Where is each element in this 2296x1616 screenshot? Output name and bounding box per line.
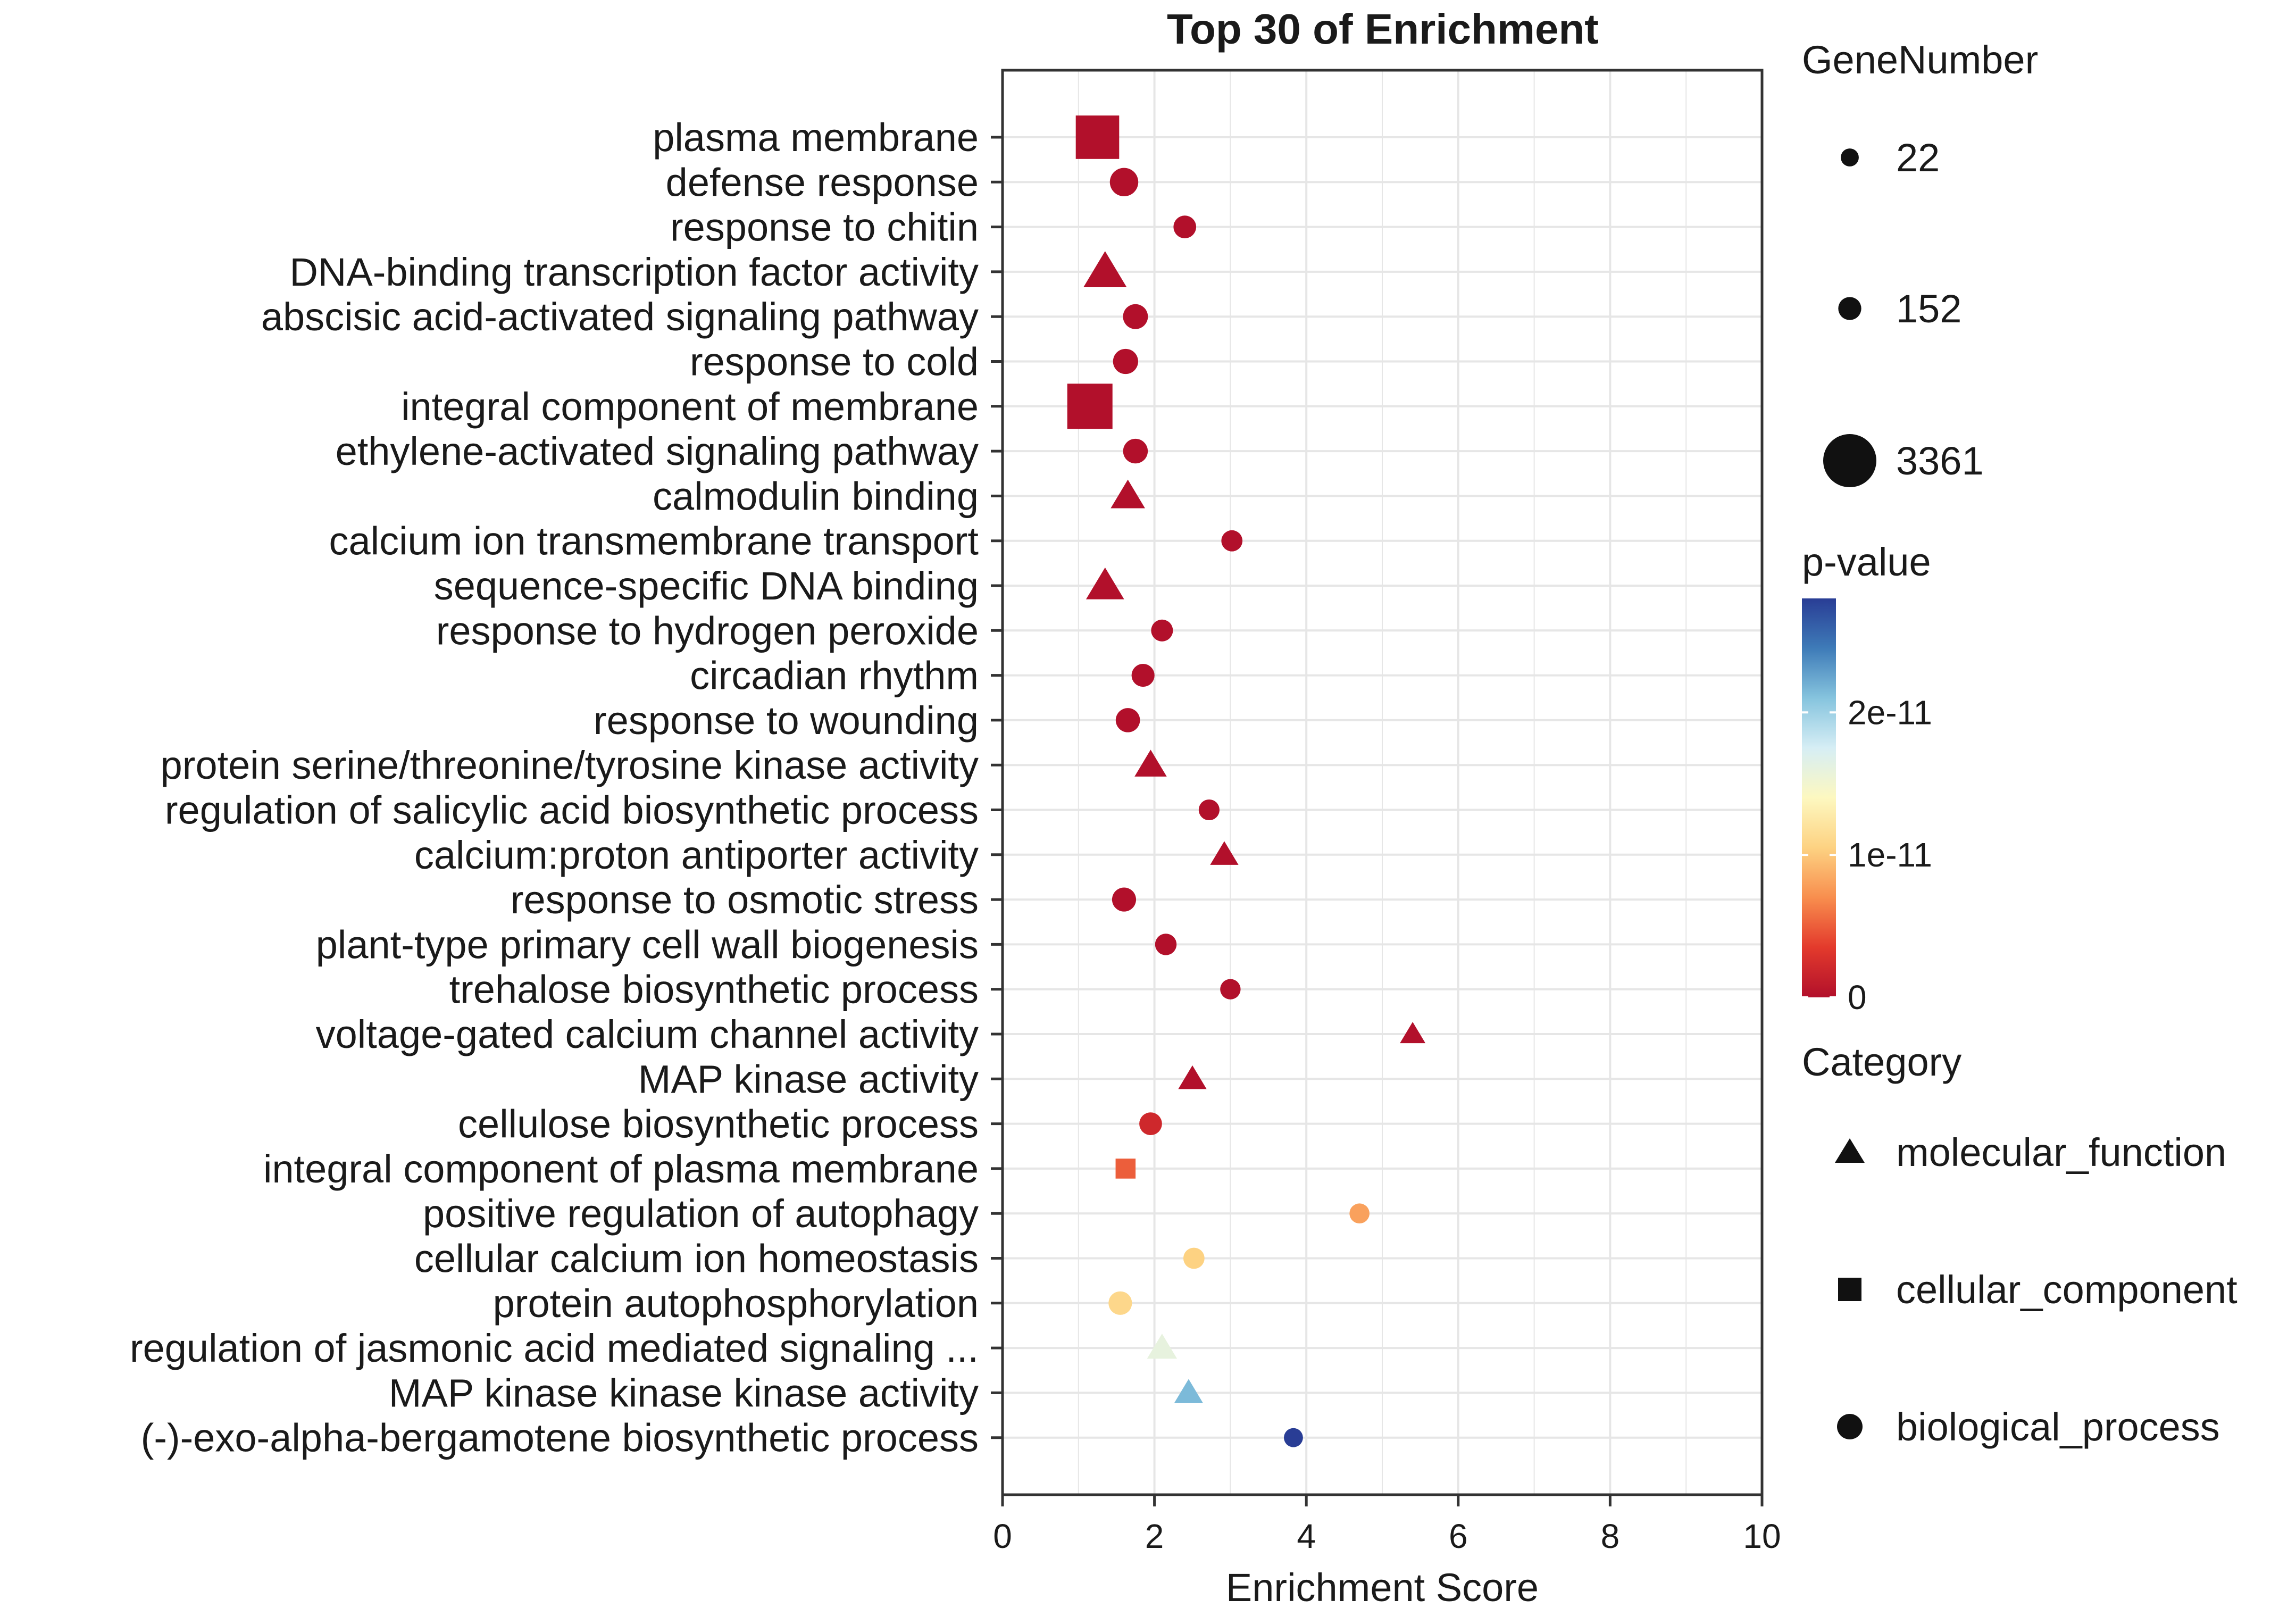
size-legend-label: 22 (1896, 136, 1940, 180)
data-point-biological_process (1109, 168, 1139, 197)
y-tick-label: trehalose biosynthetic process (449, 968, 979, 1012)
x-tick-label: 4 (1297, 1517, 1316, 1555)
y-tick-label: response to hydrogen peroxide (436, 609, 979, 653)
y-tick-label: MAP kinase activity (638, 1057, 979, 1101)
size-legend-key (1823, 434, 1876, 487)
y-tick-label: DNA-binding transcription factor activit… (289, 250, 979, 294)
y-tick-label: circadian rhythm (690, 654, 979, 698)
x-tick-label: 6 (1449, 1517, 1468, 1555)
axis-ticks: 0 2 4 6 8 10 (991, 136, 1781, 1555)
category-legend-label: biological_process (1896, 1405, 2220, 1449)
pvalue-tick-label: 1e-11 (1848, 836, 1932, 874)
grid-lines (1003, 70, 1762, 1495)
y-tick-label: plasma membrane (653, 115, 979, 160)
data-point-biological_process (1221, 530, 1243, 552)
data-point-biological_process (1113, 348, 1138, 374)
y-tick-label: integral component of membrane (401, 385, 979, 429)
category-legend: Category molecular_function cellular_comp… (1802, 1040, 2237, 1449)
plot-frame (1001, 69, 1764, 1496)
y-tick-label: calmodulin binding (653, 474, 979, 518)
y-tick-label: regulation of jasmonic acid mediated sig… (130, 1326, 979, 1370)
data-point-cellular_component (1115, 1159, 1136, 1179)
x-tick-label: 10 (1743, 1517, 1781, 1555)
data-point-molecular_function (1111, 479, 1145, 509)
data-point-biological_process (1123, 438, 1148, 464)
data-point-biological_process (1115, 708, 1140, 732)
data-point-biological_process (1112, 887, 1137, 912)
y-tick-label: (-)-exo-alpha-bergamotene biosynthetic p… (141, 1416, 979, 1460)
data-point-biological_process (1123, 304, 1148, 329)
x-axis-title: Enrichment Score (1226, 1565, 1539, 1610)
x-tick-label: 0 (993, 1517, 1012, 1555)
data-point-biological_process (1283, 1428, 1303, 1447)
y-tick-label: sequence-specific DNA binding (434, 564, 979, 608)
data-point-cellular_component (1067, 384, 1113, 429)
data-point-molecular_function (1147, 1334, 1178, 1359)
size-legend-title: GeneNumber (1802, 38, 2038, 82)
category-legend-title: Category (1802, 1040, 1961, 1084)
y-tick-label: response to chitin (670, 205, 979, 249)
data-point-biological_process (1131, 663, 1155, 687)
category-legend-label: molecular_function (1896, 1130, 2226, 1174)
y-tick-label: response to cold (690, 340, 979, 384)
data-point-biological_process (1183, 1247, 1205, 1269)
size-legend-key (1841, 148, 1859, 166)
size-legend-label: 152 (1896, 287, 1961, 331)
pvalue-legend-title: p-value (1802, 540, 1931, 584)
size-legend: GeneNumber 22 152 3361 (1802, 38, 2038, 487)
data-point-molecular_function (1210, 841, 1239, 865)
data-point-biological_process (1198, 799, 1220, 821)
category-legend-key-triangle (1835, 1138, 1865, 1163)
data-point-molecular_function (1134, 749, 1167, 777)
category-legend-label: cellular_component (1896, 1268, 2237, 1312)
data-point-cellular_component (1075, 115, 1120, 159)
y-tick-label: protein serine/threonine/tyrosine kinase… (161, 743, 979, 787)
y-tick-label: MAP kinase kinase kinase activity (389, 1371, 979, 1415)
pvalue-tick-label: 2e-11 (1848, 693, 1932, 731)
y-tick-label: cellulose biosynthetic process (458, 1102, 979, 1146)
x-tick-label: 2 (1145, 1517, 1164, 1555)
y-tick-label: cellular calcium ion homeostasis (414, 1237, 979, 1281)
y-tick-label: integral component of plasma membrane (263, 1147, 979, 1191)
data-point-molecular_function (1083, 251, 1127, 287)
data-point-biological_process (1349, 1203, 1370, 1224)
data-points (1067, 115, 1426, 1447)
y-tick-label: voltage-gated calcium channel activity (316, 1012, 979, 1056)
category-legend-key-circle (1837, 1414, 1863, 1439)
data-point-biological_process (1151, 619, 1173, 642)
data-point-biological_process (1139, 1112, 1162, 1135)
pvalue-legend: p-value 2e-11 1e-11 0 (1802, 540, 1932, 1017)
y-tick-label: defense response (666, 160, 979, 204)
category-legend-key-square (1838, 1278, 1861, 1301)
y-tick-label: calcium ion transmembrane transport (329, 519, 979, 563)
y-tick-label: plant-type primary cell wall biogenesis (316, 922, 979, 967)
data-point-biological_process (1155, 934, 1177, 955)
y-tick-label: response to osmotic stress (511, 878, 979, 922)
data-point-molecular_function (1174, 1379, 1204, 1403)
data-point-molecular_function (1400, 1022, 1426, 1044)
x-tick-label: 8 (1601, 1517, 1620, 1555)
y-tick-label: positive regulation of autophagy (423, 1192, 979, 1236)
data-point-biological_process (1173, 215, 1197, 238)
y-tick-label: ethylene-activated signaling pathway (336, 429, 979, 473)
y-tick-label: protein autophosphorylation (493, 1281, 979, 1326)
size-legend-key (1838, 297, 1861, 320)
y-tick-label: regulation of salicylic acid biosyntheti… (165, 788, 979, 832)
data-point-molecular_function (1178, 1065, 1207, 1089)
y-tick-label: response to wounding (594, 698, 979, 743)
size-legend-label: 3361 (1896, 439, 1984, 483)
y-tick-label: calcium:proton antiporter activity (414, 833, 979, 877)
data-point-biological_process (1220, 979, 1241, 999)
pvalue-colorbar (1802, 598, 1836, 997)
pvalue-tick-label: 0 (1848, 978, 1867, 1017)
chart-title: Top 30 of Enrichment (1167, 5, 1599, 53)
data-point-biological_process (1108, 1291, 1132, 1315)
data-point-molecular_function (1086, 567, 1124, 599)
y-tick-label: abscisic acid-activated signaling pathwa… (261, 295, 979, 339)
